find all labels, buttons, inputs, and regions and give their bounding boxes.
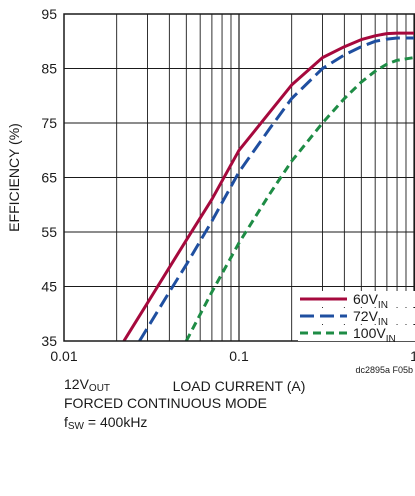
y-tick-labels: 35 45 55 65 75 85 95 (41, 6, 57, 349)
legend-bg (298, 308, 415, 324)
legend-bg (298, 325, 415, 341)
figure-code: dc2895a F05b (355, 365, 413, 375)
x-tick-label: 1 (410, 348, 415, 364)
y-tick-label: 55 (41, 224, 57, 240)
legend-bg (298, 291, 415, 307)
x-axis-label: LOAD CURRENT (A) (173, 378, 306, 394)
x-tick-label: 0.1 (229, 348, 249, 364)
x-tick-labels: 0.01 0.1 1 (50, 348, 415, 364)
y-tick-label: 45 (41, 279, 57, 295)
condition-vout-sub: OUT (88, 383, 111, 394)
series-line-3 (184, 56, 415, 341)
legend-label: 100VIN (353, 325, 396, 345)
y-tick-label: 95 (41, 6, 57, 22)
condition-fsw-value: = 400kHz (84, 414, 148, 430)
plot-frame (63, 13, 415, 342)
condition-mode: FORCED CONTINUOUS MODE (64, 395, 267, 411)
condition-fsw-main: f (64, 414, 68, 430)
condition-vout-main: 12V (64, 376, 89, 392)
y-tick-label: 75 (41, 115, 57, 131)
efficiency-chart: 35 45 55 65 75 85 95 0.01 0.1 1 EFFICIENCY (%) L… (6, 6, 415, 394)
condition-switching-frequency: fSW = 400kHz (64, 414, 148, 432)
y-tick-label: 35 (41, 333, 57, 349)
condition-fsw-sub: SW (67, 421, 84, 432)
x-tick-label: 0.01 (50, 348, 77, 364)
condition-output-voltage: 12VOUT (64, 376, 111, 394)
series-line-1 (122, 31, 414, 341)
chart-series (122, 31, 415, 341)
y-axis-label: EFFICIENCY (%) (6, 123, 22, 232)
y-tick-label: 65 (41, 170, 57, 186)
y-tick-label: 85 (41, 61, 57, 77)
series-line-2 (138, 36, 414, 341)
